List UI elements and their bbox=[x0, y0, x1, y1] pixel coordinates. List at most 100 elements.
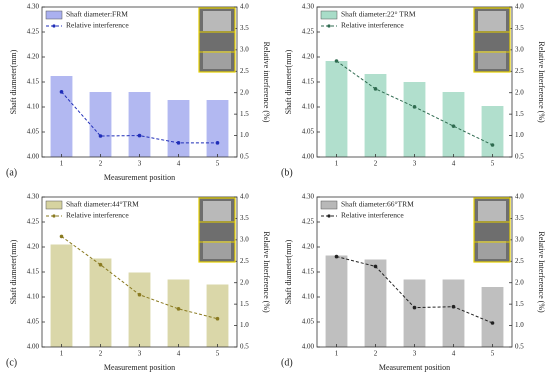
photo-detail bbox=[478, 11, 506, 31]
y-tick-label: 4.00 bbox=[27, 153, 40, 161]
legend: Shaft diameter:44°TRM Relative interferen… bbox=[45, 200, 139, 220]
x-axis-title: Measurement position bbox=[379, 363, 450, 372]
legend-label: Relative interference bbox=[66, 211, 129, 220]
y2-tick-label: 1.0 bbox=[240, 321, 249, 329]
panel-label: (d) bbox=[281, 357, 293, 368]
y-tick-label: 4.00 bbox=[302, 343, 315, 351]
legend-swatch bbox=[327, 24, 331, 28]
y-axis-title: Shaft diameter(mm) bbox=[284, 49, 293, 114]
legend-label: Relative interference bbox=[341, 211, 404, 220]
x-tick-label: 4 bbox=[452, 350, 456, 358]
y-tick-label: 4.20 bbox=[302, 53, 315, 61]
point bbox=[451, 124, 456, 128]
point bbox=[137, 292, 142, 297]
y2-axis-title: Relative Interference (%) bbox=[537, 231, 546, 313]
y2-tick-label: 2.0 bbox=[515, 278, 524, 286]
bar bbox=[167, 279, 190, 347]
y-tick-label: 4.10 bbox=[302, 293, 315, 301]
y2-tick-label: 3.0 bbox=[515, 235, 524, 243]
y2-tick-label: 0.5 bbox=[515, 153, 524, 161]
y-tick-label: 4.15 bbox=[302, 78, 315, 86]
legend-swatch bbox=[52, 24, 56, 28]
panel: 4.004.054.104.154.204.254.300.51.01.52.0… bbox=[6, 193, 271, 372]
point bbox=[215, 316, 220, 321]
y-tick-label: 4.05 bbox=[27, 318, 40, 326]
x-tick-label: 4 bbox=[452, 160, 456, 168]
y-tick-label: 4.00 bbox=[302, 153, 315, 161]
bar bbox=[403, 279, 426, 347]
legend-label: Relative interference bbox=[341, 21, 404, 30]
y2-tick-label: 1.5 bbox=[240, 300, 249, 308]
x-tick-label: 4 bbox=[177, 160, 181, 168]
point bbox=[412, 105, 417, 109]
y-tick-label: 4.25 bbox=[27, 28, 40, 36]
photo-detail bbox=[203, 51, 231, 69]
x-tick-label: 5 bbox=[216, 350, 220, 358]
y2-tick-label: 2.0 bbox=[240, 88, 249, 96]
y2-axis-title: Relative interference (%) bbox=[262, 42, 271, 123]
y2-tick-label: 0.5 bbox=[515, 343, 524, 351]
y-axis-title: Shaft diameter(mm) bbox=[284, 239, 293, 304]
bar bbox=[206, 284, 229, 347]
y-tick-label: 4.30 bbox=[302, 193, 315, 201]
panel: 4.004.054.104.154.204.254.300.51.01.52.0… bbox=[6, 3, 271, 182]
point bbox=[451, 304, 456, 309]
x-tick-label: 1 bbox=[335, 160, 339, 168]
legend-swatch bbox=[320, 10, 338, 20]
point bbox=[373, 264, 378, 269]
y2-tick-label: 2.5 bbox=[515, 257, 524, 265]
y2-tick-label: 3.5 bbox=[240, 214, 249, 222]
y2-tick-label: 4.0 bbox=[240, 3, 249, 11]
bar bbox=[128, 272, 151, 347]
y2-tick-label: 3.0 bbox=[240, 235, 249, 243]
y-tick-label: 4.05 bbox=[27, 128, 40, 136]
y2-axis-title: Relative Interference (%) bbox=[262, 231, 271, 313]
x-tick-label: 4 bbox=[177, 350, 181, 358]
y-tick-label: 4.25 bbox=[302, 218, 315, 226]
y2-tick-label: 0.5 bbox=[240, 343, 249, 351]
bar bbox=[364, 74, 387, 157]
legend-label: Shaft diameter:66°TRM bbox=[341, 200, 414, 209]
bar bbox=[325, 255, 348, 347]
legend-swatch bbox=[320, 200, 338, 210]
y2-tick-label: 3.5 bbox=[515, 214, 524, 222]
y-tick-label: 4.15 bbox=[27, 78, 40, 86]
point bbox=[59, 90, 64, 94]
y-tick-label: 4.10 bbox=[27, 103, 40, 111]
y2-tick-label: 3.0 bbox=[240, 45, 249, 53]
x-tick-label: 2 bbox=[374, 160, 378, 168]
x-tick-label: 3 bbox=[413, 160, 417, 168]
legend: Shaft diameter:22° TRM Relative interfere… bbox=[320, 10, 416, 30]
panel-label: (c) bbox=[6, 357, 17, 368]
legend-swatch bbox=[45, 200, 63, 210]
bar bbox=[50, 76, 73, 157]
legend-label: Relative interference bbox=[66, 21, 129, 30]
y-tick-label: 4.05 bbox=[302, 318, 315, 326]
photo-detail bbox=[203, 241, 231, 259]
y2-tick-label: 3.5 bbox=[515, 24, 524, 32]
x-axis-title: Measurement position bbox=[104, 363, 175, 372]
point bbox=[334, 59, 339, 63]
y2-tick-label: 4.0 bbox=[515, 193, 524, 201]
y-tick-label: 4.15 bbox=[27, 268, 40, 276]
point bbox=[137, 133, 142, 138]
x-tick-label: 5 bbox=[491, 350, 495, 358]
y2-tick-label: 1.0 bbox=[515, 131, 524, 139]
photo-detail bbox=[203, 11, 231, 31]
y2-tick-label: 1.5 bbox=[515, 110, 524, 118]
x-tick-label: 2 bbox=[374, 350, 378, 358]
y-tick-label: 4.30 bbox=[27, 3, 40, 11]
y2-tick-label: 2.5 bbox=[515, 67, 524, 75]
legend-swatch bbox=[52, 214, 56, 218]
point bbox=[59, 234, 64, 239]
point bbox=[490, 321, 495, 325]
y-tick-label: 4.10 bbox=[302, 103, 315, 111]
bar bbox=[481, 106, 504, 157]
bar bbox=[128, 92, 151, 157]
x-tick-label: 5 bbox=[216, 160, 220, 168]
bar bbox=[50, 244, 73, 347]
point bbox=[176, 141, 181, 145]
photo-detail bbox=[478, 241, 506, 259]
y2-tick-label: 3.5 bbox=[240, 24, 249, 32]
y-tick-label: 4.30 bbox=[302, 3, 315, 11]
